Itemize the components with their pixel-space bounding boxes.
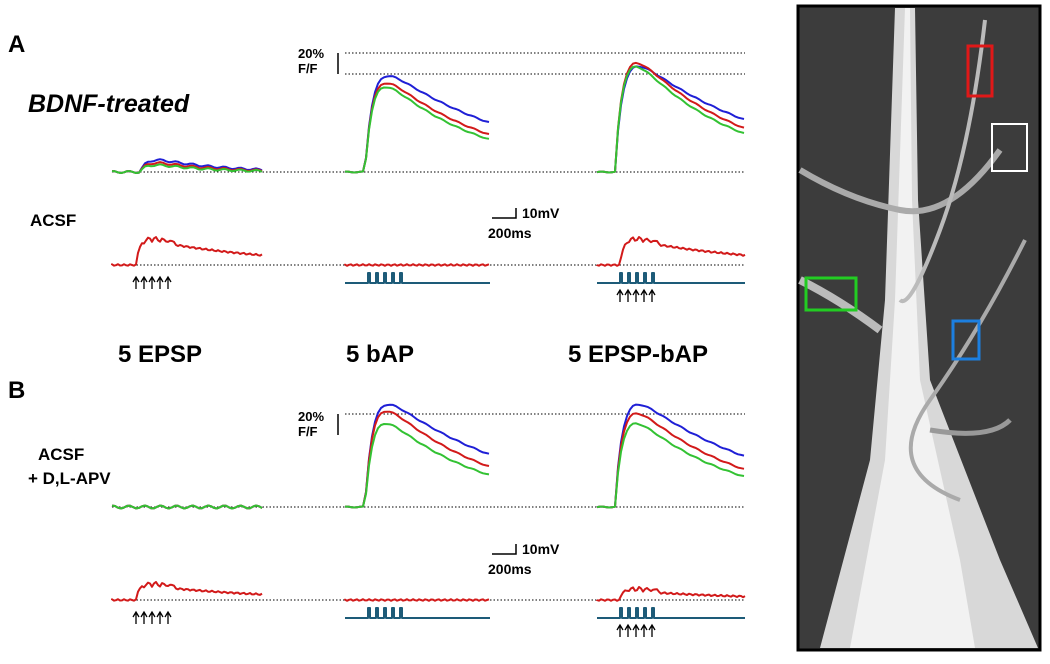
arrow (632, 623, 640, 637)
arrow (140, 275, 148, 289)
trace (596, 422, 745, 509)
trace (344, 263, 490, 267)
arrow (616, 623, 624, 637)
panel-label: A (8, 31, 25, 58)
scale-label: 20% (298, 409, 324, 424)
column-label: 5 EPSP (118, 341, 202, 368)
trace-label: ACSF (30, 211, 76, 230)
trace (111, 163, 263, 174)
condition-label: ACSF (38, 445, 84, 464)
trace (111, 581, 263, 602)
arrow (148, 610, 156, 624)
arrow (156, 275, 164, 289)
stimulus (345, 272, 490, 284)
arrow (640, 623, 648, 637)
scale-bar (492, 544, 517, 555)
arrow (140, 610, 148, 624)
scale-label: F/F (298, 424, 318, 439)
arrow (624, 623, 632, 637)
scale-label: 20% (298, 46, 324, 61)
column-label: 5 bAP (346, 341, 414, 368)
trace (111, 236, 263, 267)
stimulus (597, 272, 745, 284)
scale-label: 10mV (522, 541, 560, 557)
condition-label: + D,L-APV (28, 469, 111, 488)
trace (345, 86, 490, 174)
arrow (132, 610, 140, 624)
condition-label: BDNF-treated (28, 90, 190, 118)
trace (596, 586, 746, 602)
arrow (132, 275, 140, 289)
trace (596, 65, 745, 174)
trace (344, 598, 490, 602)
arrow (616, 288, 624, 302)
trace (111, 504, 263, 510)
stimulus (597, 607, 745, 619)
trace (596, 236, 746, 267)
arrow (640, 288, 648, 302)
stimulus (345, 607, 490, 619)
scale-label: F/F (298, 61, 318, 76)
arrow (164, 275, 172, 289)
scale-label: 200ms (488, 561, 532, 577)
trace (345, 423, 490, 509)
micrograph (796, 4, 1042, 652)
arrow (156, 610, 164, 624)
panel-label: B (8, 377, 25, 404)
arrow (624, 288, 632, 302)
scale-label: 200ms (488, 225, 532, 241)
arrow (648, 623, 656, 637)
arrow (632, 288, 640, 302)
column-label: 5 EPSP-bAP (568, 341, 708, 368)
arrow (648, 288, 656, 302)
scale-bar (492, 208, 517, 219)
arrow (164, 610, 172, 624)
trace (596, 412, 745, 509)
arrow (148, 275, 156, 289)
scale-label: 10mV (522, 205, 560, 221)
